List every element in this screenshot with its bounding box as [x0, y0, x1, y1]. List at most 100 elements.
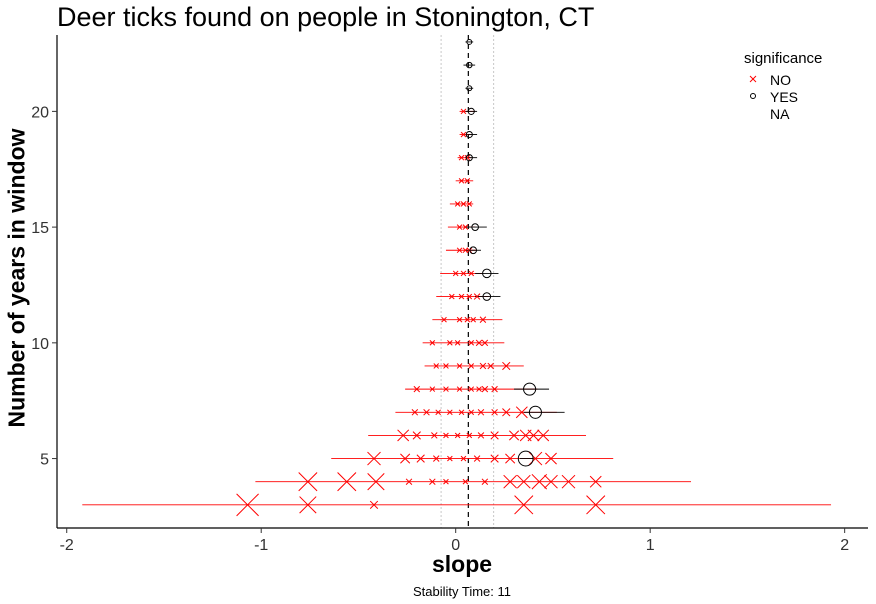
point-no — [443, 432, 449, 439]
point-no — [515, 406, 528, 419]
chart-caption: Stability Time: 11 — [412, 584, 512, 599]
point-no — [586, 495, 606, 515]
point-no-stroke — [405, 478, 413, 485]
point-no-stroke — [514, 495, 534, 515]
error-bars — [82, 41, 832, 506]
point-no — [337, 472, 357, 492]
point-no-stroke — [429, 386, 436, 392]
legend-entry-na: NA — [744, 105, 822, 122]
y-tick-label: 10 — [31, 336, 49, 353]
point-no — [491, 385, 498, 393]
legend-label-no: NO — [770, 71, 791, 88]
point-no — [447, 409, 453, 416]
legend-title: significance — [744, 50, 823, 67]
point-no — [464, 154, 471, 161]
point-no-stroke — [411, 409, 419, 416]
point-no-stroke — [475, 339, 483, 347]
point-no — [502, 408, 511, 417]
point-no-stroke — [466, 201, 473, 207]
point-no — [413, 385, 421, 393]
point-no-stroke — [476, 386, 482, 392]
point-no-stroke — [466, 247, 473, 254]
point-yes — [466, 38, 473, 45]
point-no-stroke — [464, 154, 471, 161]
point-no — [473, 293, 481, 300]
point-no — [508, 430, 520, 441]
blank-icon — [744, 105, 762, 122]
point-no — [367, 451, 381, 466]
point-no-stroke — [491, 385, 498, 393]
point-no-stroke — [491, 409, 498, 416]
point-no-stroke — [464, 316, 471, 323]
point-no — [405, 478, 413, 485]
point-no — [236, 493, 259, 517]
point-no-stroke — [460, 270, 467, 277]
x-tick-label: -2 — [60, 537, 74, 554]
point-no — [456, 363, 463, 369]
point-no-stroke — [561, 474, 576, 489]
point-no-stroke — [545, 452, 557, 465]
point-no — [460, 270, 467, 277]
point-yes — [469, 246, 478, 255]
point-no-stroke — [456, 247, 463, 254]
point-no — [481, 478, 489, 485]
y-ticks: 5 10 15 20 — [31, 104, 57, 469]
legend-label-na: NA — [770, 105, 790, 122]
point-no — [454, 432, 461, 439]
point-no-stroke — [503, 474, 518, 489]
point-no-stroke — [481, 478, 489, 485]
point-no-stroke — [464, 178, 471, 184]
point-no — [458, 409, 465, 416]
point-no-stroke — [460, 201, 467, 207]
point-no — [544, 474, 558, 489]
point-no — [298, 472, 318, 492]
point-no — [416, 454, 425, 463]
point-no — [561, 474, 576, 489]
point-no — [468, 270, 475, 277]
point-no-stroke — [454, 340, 461, 346]
point-no-stroke — [443, 478, 449, 485]
point-no-stroke — [481, 339, 489, 347]
x-tick-label: 0 — [451, 537, 460, 554]
point-no — [456, 247, 463, 254]
point-no-stroke — [367, 451, 381, 466]
legend-entry-no: NO — [744, 71, 822, 88]
point-no-stroke — [452, 270, 459, 277]
point-no — [441, 316, 447, 323]
point-yes — [471, 223, 479, 231]
point-no — [429, 340, 436, 346]
point-no — [514, 495, 534, 515]
point-no — [431, 432, 438, 439]
point-yes — [465, 154, 473, 162]
point-no-stroke — [502, 361, 511, 371]
point-no-stroke — [479, 316, 487, 323]
y-tick-label: 20 — [31, 104, 49, 121]
point-no-stroke — [477, 409, 485, 416]
point-no-stroke — [429, 340, 436, 346]
data-points — [236, 38, 606, 517]
point-no-stroke — [490, 454, 499, 463]
point-no — [456, 224, 463, 230]
point-no — [443, 478, 449, 485]
point-no — [490, 454, 499, 463]
legend: significance NO YES NA — [744, 50, 822, 122]
point-no — [412, 431, 421, 440]
point-no — [443, 386, 449, 392]
point-no — [458, 154, 465, 161]
x-ticks: -2 -1 0 1 2 — [60, 528, 849, 554]
point-no-stroke — [448, 293, 455, 300]
axes — [56, 35, 868, 529]
point-no-stroke — [515, 406, 528, 419]
point-no — [460, 108, 467, 115]
point-no — [477, 409, 485, 416]
point-no — [429, 386, 436, 392]
point-no-stroke — [429, 478, 436, 485]
point-no — [491, 409, 498, 416]
point-no — [435, 409, 441, 416]
point-no-stroke — [473, 455, 481, 462]
point-no-stroke — [236, 493, 259, 517]
point-no-stroke — [589, 475, 602, 488]
point-yes — [482, 268, 492, 279]
point-no — [432, 455, 440, 462]
point-no — [397, 429, 410, 442]
